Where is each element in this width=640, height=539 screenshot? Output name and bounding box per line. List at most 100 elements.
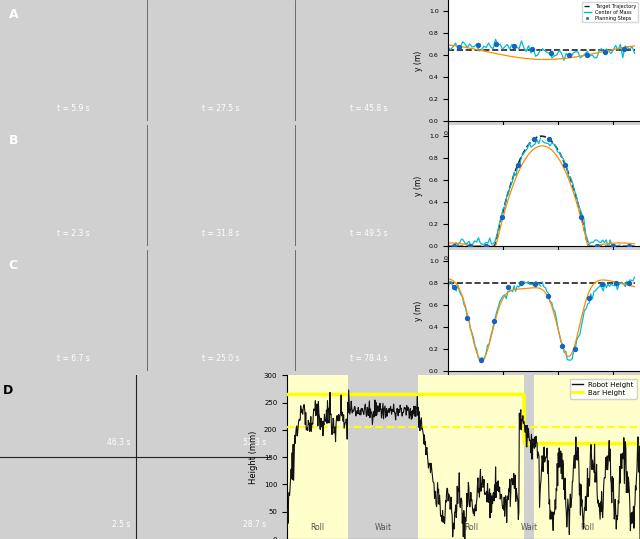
Bar Height (395, 391, 403, 398)
Point (497, 212, 507, 221)
Robot Height (461, 536, 468, 539)
Point (608, 242, 618, 251)
Center of Mass (497, 41, 504, 47)
Bar Height (369, 391, 377, 398)
Robot Height (383, 413, 391, 419)
Point (449, 242, 459, 251)
Center of Mass (506, 46, 513, 52)
Planning Steps (454, 43, 465, 52)
Bar Height (284, 391, 291, 398)
Y-axis label: Height (mm): Height (mm) (250, 431, 259, 484)
Center of Mass (483, 44, 490, 51)
Center of Mass (473, 41, 481, 47)
Text: 2.5 s: 2.5 s (112, 520, 131, 529)
Planning Steps (564, 51, 574, 59)
Text: C: C (9, 259, 18, 272)
Line: Bar Height: Bar Height (287, 395, 640, 444)
Text: Wait: Wait (374, 523, 392, 533)
Center of Mass (536, 47, 544, 53)
Point (516, 279, 526, 288)
Y-axis label: y (m): y (m) (414, 176, 423, 196)
Text: t = 78.4 s: t = 78.4 s (349, 354, 387, 363)
Point (624, 242, 634, 251)
Bar Height (515, 391, 523, 398)
Center of Mass (459, 38, 467, 45)
Bar Height (520, 440, 528, 447)
Point (592, 242, 602, 251)
Center of Mass (454, 45, 461, 52)
Text: t = 49.5 s: t = 49.5 s (349, 229, 387, 238)
Point (560, 161, 570, 169)
Robot Height (559, 457, 566, 464)
Planning Steps (600, 48, 611, 57)
Center of Mass (487, 44, 495, 50)
Center of Mass (525, 43, 532, 49)
Center of Mass (490, 45, 497, 52)
Center of Mass (513, 44, 520, 51)
Center of Mass (476, 48, 483, 54)
Text: Roll: Roll (310, 523, 324, 533)
Center of Mass (529, 45, 537, 52)
Point (543, 292, 554, 301)
Bar Height (559, 440, 566, 447)
Planning Steps (527, 45, 538, 53)
Center of Mass (499, 46, 506, 52)
Y-axis label: y (m): y (m) (414, 51, 423, 71)
Robot Height (396, 409, 403, 415)
Point (584, 294, 594, 303)
Center of Mass (463, 44, 471, 51)
Center of Mass (461, 40, 468, 47)
Point (476, 356, 486, 365)
Planning Steps (491, 40, 501, 49)
Center of Mass (447, 46, 454, 53)
Center of Mass (527, 50, 534, 56)
Point (611, 279, 621, 288)
Planning Steps (545, 49, 556, 57)
Center of Mass (452, 40, 460, 46)
Point (557, 341, 567, 350)
Center of Mass (494, 42, 502, 48)
Point (502, 283, 513, 292)
Center of Mass (445, 45, 452, 51)
Robot Height (345, 386, 353, 393)
Point (449, 282, 459, 291)
Center of Mass (534, 51, 542, 58)
Line: Robot Height: Robot Height (287, 390, 640, 539)
Robot Height (602, 454, 610, 461)
Point (481, 242, 491, 251)
Center of Mass (468, 44, 476, 50)
Bar Height (636, 440, 640, 447)
Center of Mass (477, 47, 485, 53)
Robot Height (370, 413, 378, 420)
Center of Mass (484, 40, 492, 46)
Center of Mass (470, 44, 478, 50)
Bar (524, 375, 534, 539)
Planning Steps (472, 40, 483, 49)
Center of Mass (508, 41, 516, 47)
Y-axis label: y (m): y (m) (414, 301, 423, 321)
Center of Mass (504, 42, 511, 48)
Text: t = 25.0 s: t = 25.0 s (202, 354, 240, 363)
Point (570, 344, 580, 353)
Text: t = 2.3 s: t = 2.3 s (58, 229, 90, 238)
Point (530, 280, 540, 288)
Bar (287, 375, 348, 539)
Planning Steps (618, 45, 628, 53)
Center of Mass (480, 43, 488, 50)
Robot Height (284, 526, 291, 533)
Text: t = 5.9 s: t = 5.9 s (58, 103, 90, 113)
Text: 52.3 s: 52.3 s (243, 438, 266, 447)
Bar Height (383, 391, 390, 398)
Center of Mass (449, 43, 457, 50)
Point (462, 314, 472, 322)
Point (544, 135, 554, 144)
Text: 28.7 s: 28.7 s (243, 520, 266, 529)
X-axis label: x (m): x (m) (534, 141, 554, 150)
Center of Mass (492, 36, 499, 43)
Planning Steps (509, 42, 519, 50)
Bar (534, 375, 640, 539)
Text: Wait: Wait (520, 523, 538, 533)
Point (489, 317, 499, 326)
Center of Mass (522, 48, 530, 54)
Center of Mass (515, 45, 523, 52)
